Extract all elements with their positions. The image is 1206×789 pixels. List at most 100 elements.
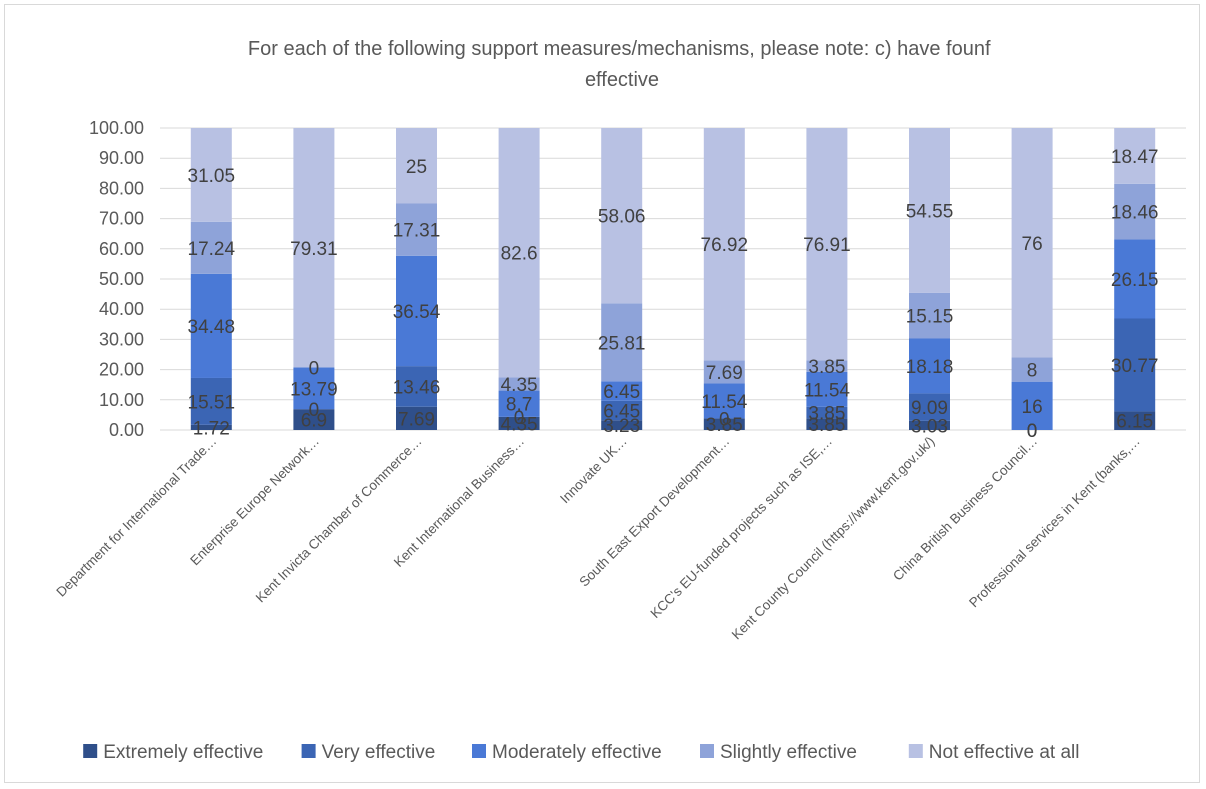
legend-swatch: [908, 744, 923, 758]
x-tick-label: Professional services in Kent (banks,…: [966, 434, 1143, 611]
bar-segment: [190, 128, 232, 222]
bar-segment: [909, 338, 950, 394]
data-label: 0: [309, 400, 320, 421]
bar-segment: [1114, 128, 1156, 184]
bar-segment: [1011, 381, 1053, 430]
x-axis: Department for International Trade…Enter…: [53, 434, 1142, 643]
y-tick-label: 80.00: [99, 178, 144, 198]
y-axis: 0.00 10.00 20.00 30.00 40.00 50.00 60.00 70.00 8…: [89, 118, 144, 440]
bar-segment: [909, 420, 950, 430]
bar-segment: [1114, 239, 1156, 319]
data-label: 6.45: [603, 382, 640, 403]
data-label: 0: [309, 359, 320, 380]
data-label: 6.45: [603, 402, 640, 423]
bar-segment: [1114, 411, 1156, 430]
data-label: 3.85: [808, 357, 845, 378]
data-label: 11.54: [701, 392, 748, 413]
x-tick-label: Kent County Council (https://www.kent.go…: [729, 434, 938, 643]
data-label: 3.85: [706, 415, 743, 436]
data-label: 11.54: [804, 380, 851, 401]
legend-label: Slightly effective: [720, 742, 857, 763]
legend-label: Moderately effective: [492, 742, 662, 763]
data-label: 8: [1027, 361, 1038, 382]
bar-segment: [396, 406, 437, 430]
data-label: 15.15: [906, 307, 954, 328]
data-label: 0: [719, 409, 730, 430]
data-label: 0: [1027, 421, 1038, 442]
data-label: 76.92: [701, 235, 749, 256]
data-label: 7.69: [706, 363, 743, 384]
bar-segment: [190, 273, 232, 378]
bar-segment: [806, 360, 848, 372]
bar-segment: [190, 377, 232, 425]
data-label: 18.46: [1111, 203, 1159, 224]
data-label: 58.06: [598, 207, 646, 228]
data-label: 76: [1022, 234, 1043, 255]
bars: [190, 128, 1156, 430]
data-label: 6.15: [1116, 412, 1153, 433]
data-label: 9.09: [911, 398, 948, 419]
bar-segment: [703, 383, 745, 419]
bar-segment: [806, 418, 848, 430]
data-label: 18.18: [906, 357, 954, 378]
legend-label: Very effective: [322, 742, 436, 763]
bar-segment: [396, 203, 437, 256]
bar-segment: [396, 128, 437, 204]
bar-segment: [190, 424, 232, 430]
data-label: 26.15: [1111, 270, 1159, 291]
y-tick-label: 0.00: [109, 420, 144, 440]
legend-label: Not effective at all: [929, 742, 1080, 763]
bar-segment: [498, 128, 540, 378]
bar-segment: [806, 371, 848, 407]
data-label: 7.69: [398, 409, 435, 430]
bar-segment: [909, 292, 950, 339]
x-tick-label: Kent Invicta Chamber of Commerce…: [253, 434, 425, 606]
data-label: 3.85: [808, 415, 845, 436]
chart-title: For each of the following support measur…: [248, 38, 996, 91]
y-tick-label: 60.00: [99, 239, 144, 259]
y-tick-label: 90.00: [99, 148, 144, 168]
bar-segment: [601, 400, 643, 421]
data-label: 18.47: [1111, 147, 1159, 168]
bar-segment: [703, 418, 745, 430]
data-label: 0: [514, 408, 525, 429]
bar-segment: [498, 377, 540, 391]
data-label: 0: [1027, 421, 1038, 442]
data-label: 3.23: [603, 416, 640, 437]
data-label: 3.03: [911, 416, 948, 437]
x-tick-label: Innovate UK…: [557, 434, 630, 507]
bar-segment: [601, 128, 643, 304]
data-label: 4.35: [501, 414, 538, 435]
data-label: 30.77: [1111, 356, 1159, 377]
legend-swatch: [700, 744, 714, 758]
data-label: 6.9: [301, 411, 327, 432]
y-tick-label: 10.00: [99, 390, 144, 410]
data-label: 17.24: [188, 239, 236, 260]
data-label: 82.6: [501, 244, 538, 265]
bar-segment: [1011, 357, 1053, 382]
bar-segment: [1011, 128, 1053, 358]
data-label: 54.55: [906, 201, 954, 222]
x-tick-label: Department for International Trade…: [53, 434, 219, 600]
legend-label: Extremely effective: [103, 742, 263, 763]
bar-segment: [806, 128, 848, 361]
bar-segment: [909, 393, 950, 421]
legend: Extremely effective Very effective Moderat…: [83, 742, 1079, 763]
data-label: 34.48: [188, 317, 236, 338]
chart-title-line-2: effective: [585, 69, 659, 91]
y-tick-label: 50.00: [99, 269, 144, 289]
data-label: 1.72: [193, 418, 230, 439]
data-label: 76.91: [803, 235, 851, 256]
bar-segment: [293, 409, 335, 430]
y-tick-label: 30.00: [99, 329, 144, 349]
data-labels: 1.7215.5134.4817.2431.056.9013.79079.317…: [188, 147, 1159, 442]
bar-segment: [601, 381, 643, 401]
data-label: 8.7: [506, 395, 532, 416]
legend-swatch: [472, 744, 486, 758]
bar-segment: [601, 303, 643, 382]
bar-segment: [498, 390, 540, 417]
data-label: 79.31: [290, 239, 338, 260]
bar-segment: [498, 416, 540, 430]
y-tick-label: 100.00: [89, 118, 144, 138]
